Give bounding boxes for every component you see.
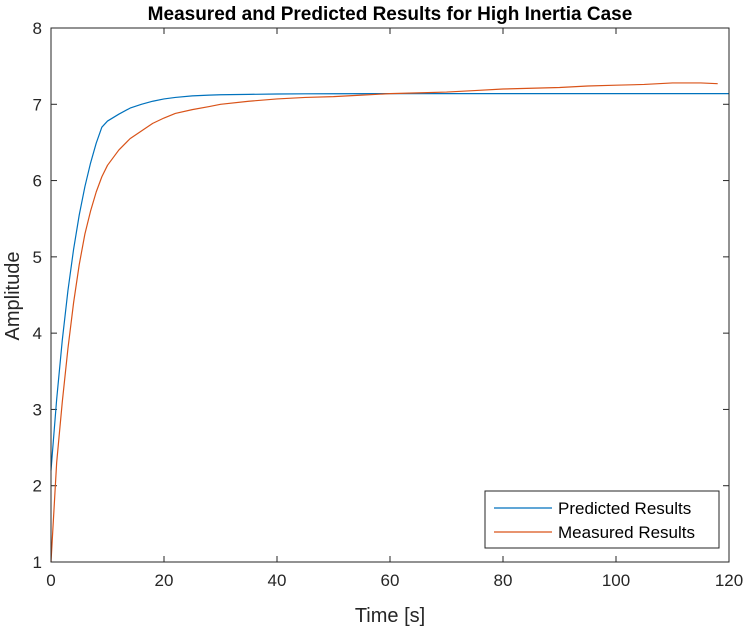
x-tick-label: 0 — [46, 571, 55, 590]
y-tick-label: 5 — [33, 248, 42, 267]
y-tick-label: 6 — [33, 172, 42, 191]
chart-title: Measured and Predicted Results for High … — [148, 4, 633, 25]
x-axis-label: Time [s] — [355, 605, 425, 627]
ticks-layer: 0 20 40 60 80 100 120 1 2 3 4 5 6 7 8 — [33, 19, 744, 590]
plot-frame — [50, 27, 730, 563]
y-tick-label: 7 — [33, 95, 42, 114]
plot-area — [51, 28, 729, 562]
series-line-measured-results — [50, 82, 718, 563]
y-tick-label: 1 — [33, 553, 42, 572]
legend-box — [484, 490, 720, 549]
x-tick-label: 100 — [602, 571, 630, 590]
legend-label: Predicted Results — [558, 499, 691, 518]
y-axis-label: Amplitude — [2, 252, 24, 341]
series-line-predicted-results — [50, 93, 729, 471]
x-tick-label: 120 — [715, 571, 743, 590]
y-tick-label: 4 — [33, 324, 42, 343]
x-tick-label: 20 — [155, 571, 174, 590]
x-tick-label: 60 — [381, 571, 400, 590]
x-tick-label: 40 — [268, 571, 287, 590]
legend: Predicted Results Measured Results — [484, 490, 720, 549]
x-tick-label: 80 — [494, 571, 513, 590]
series-layer — [50, 82, 729, 563]
y-tick-label: 8 — [33, 19, 42, 38]
legend-label: Measured Results — [558, 523, 695, 542]
y-tick-label: 3 — [33, 400, 42, 419]
y-tick-label: 2 — [33, 477, 42, 496]
